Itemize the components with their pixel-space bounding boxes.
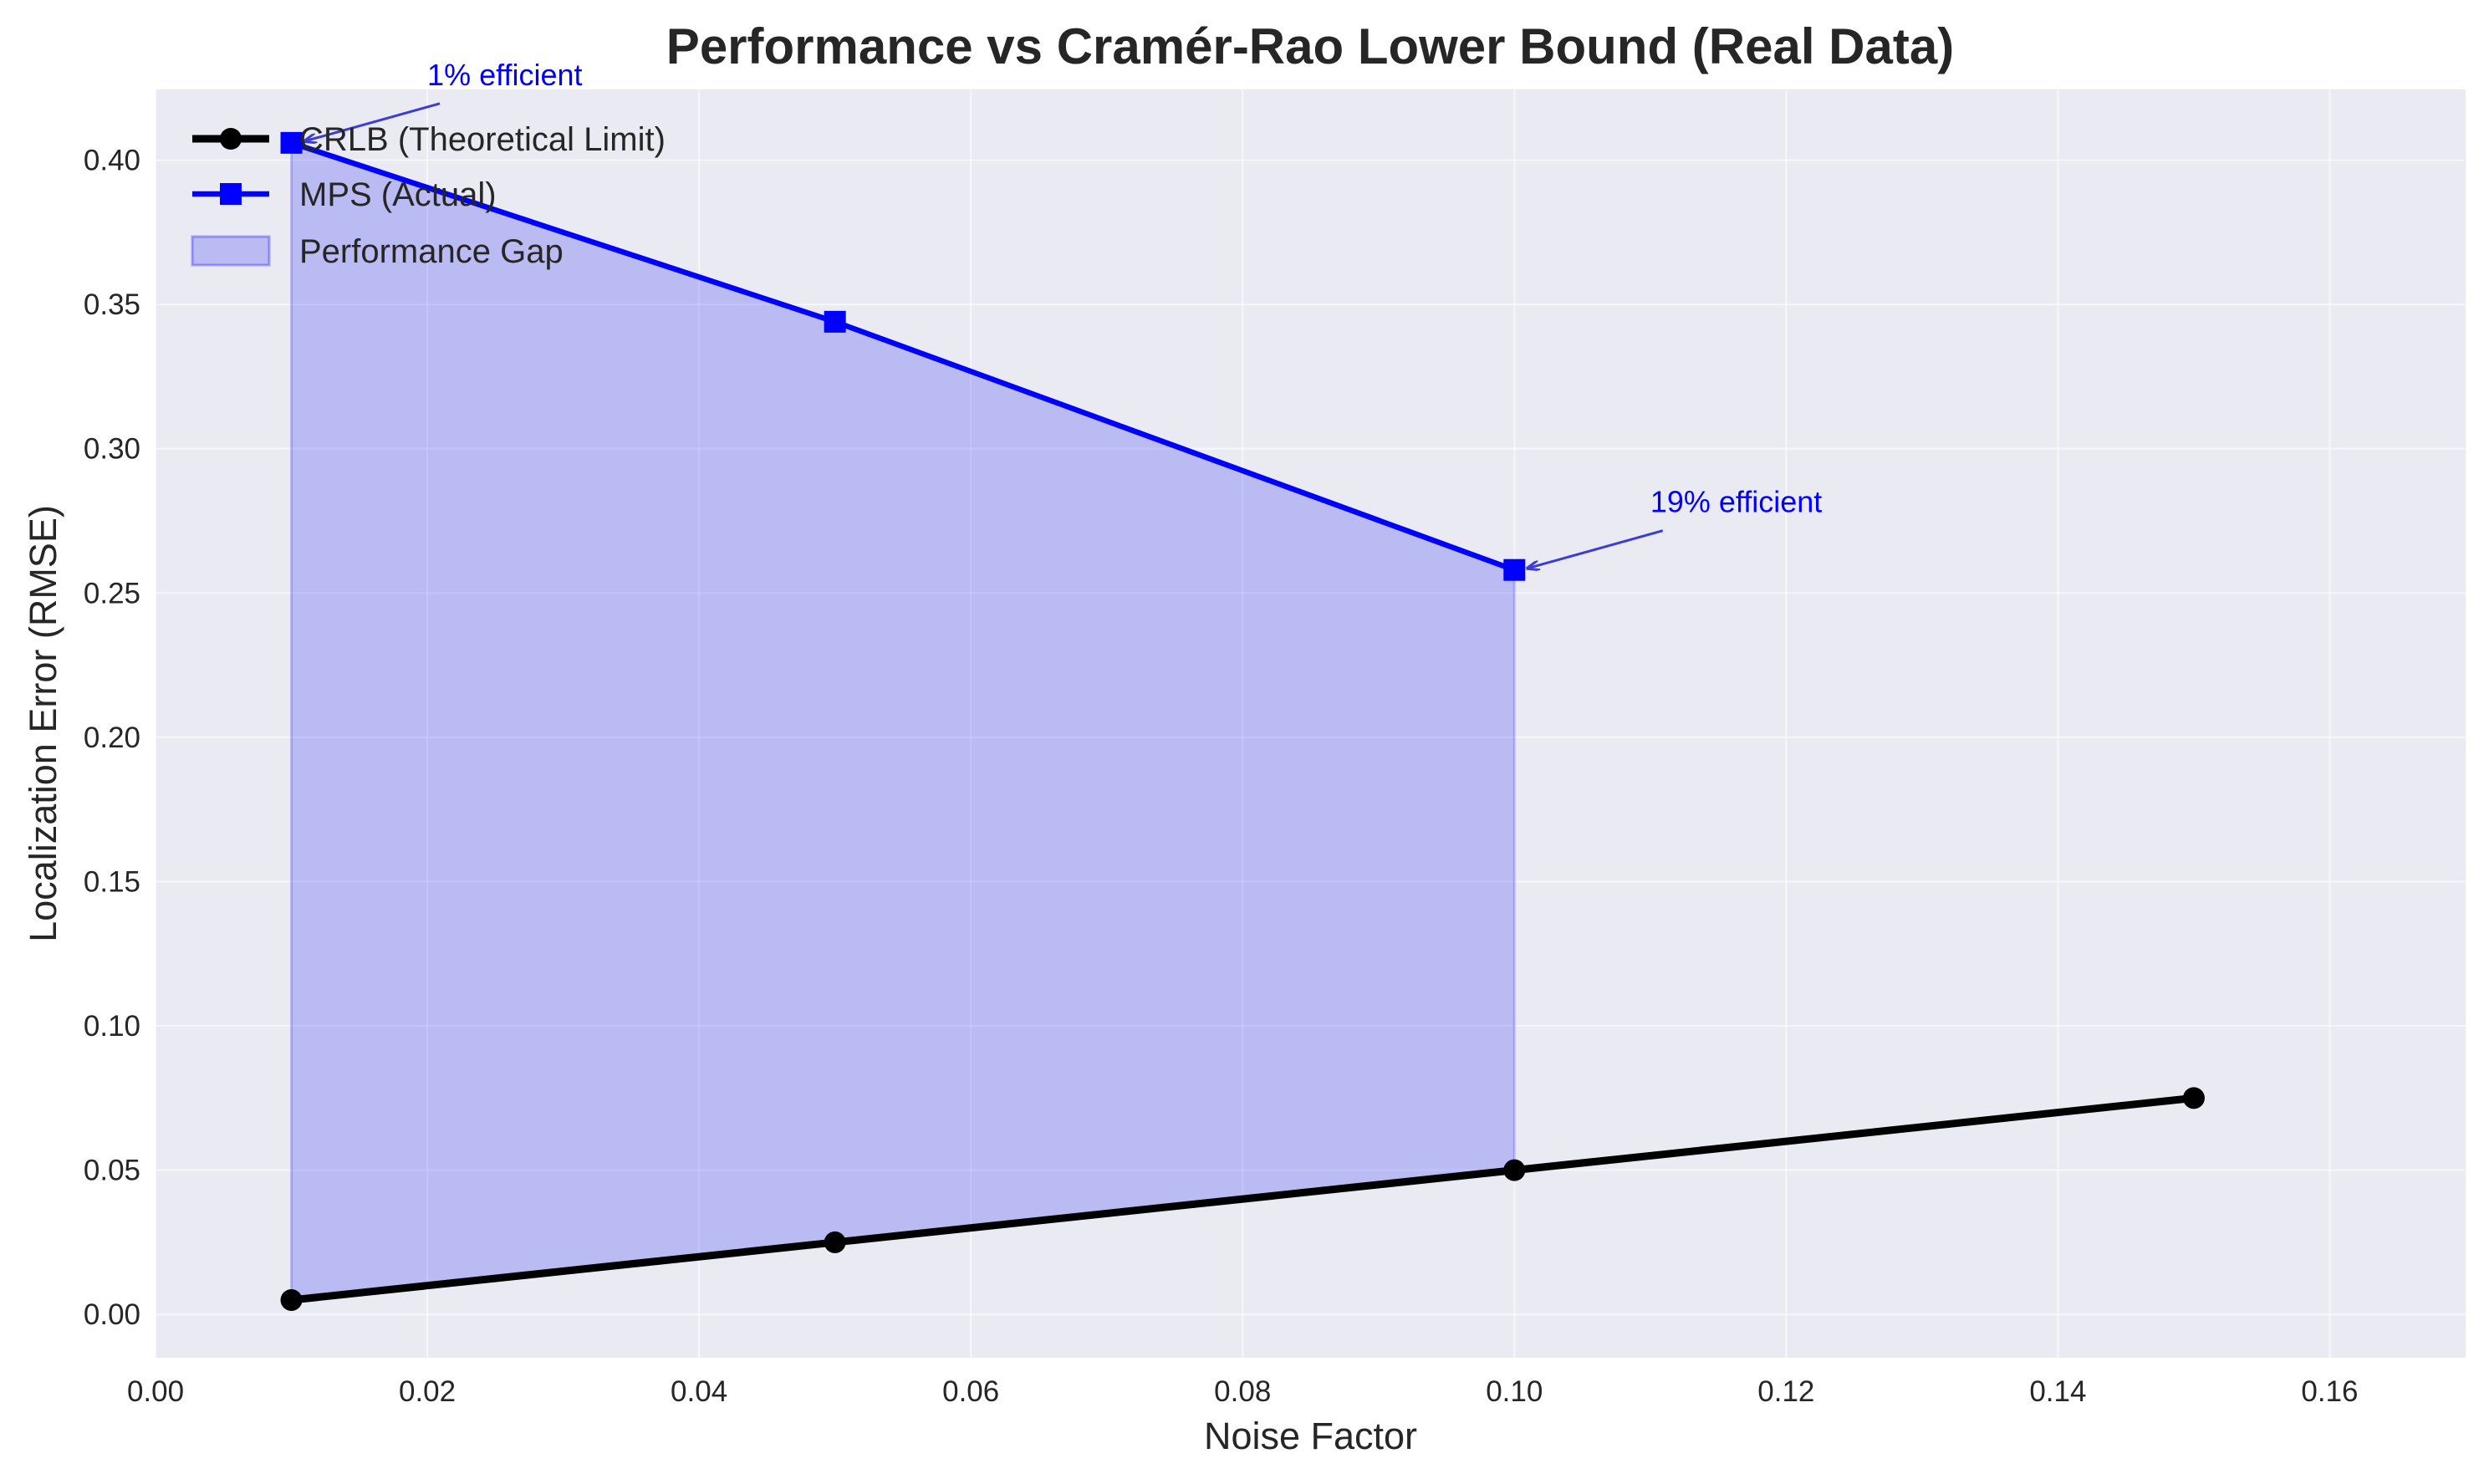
series-1-point-0: [280, 131, 303, 154]
legend: CRLB (Theoretical Limit) MPS (Actual) Perf…: [191, 121, 666, 270]
y-tick-label-8: 0.40: [84, 145, 140, 177]
legend-marker-0: [220, 128, 242, 150]
x-tick-label-3: 0.06: [942, 1375, 999, 1408]
legend-label-gap: Performance Gap: [299, 233, 564, 270]
y-tick-label-3: 0.15: [84, 865, 140, 898]
series-0-point-3: [2182, 1087, 2205, 1109]
legend-marker-1: [220, 183, 242, 205]
y-tick-label-4: 0.20: [84, 722, 140, 754]
chart-title: Performance vs Cramér-Rao Lower Bound (R…: [666, 18, 1954, 74]
series-line-0: [291, 1094, 2195, 1304]
legend-swatch-gap: [191, 235, 271, 267]
series-0-point-0: [280, 1288, 303, 1311]
x-tick-label-6: 0.12: [1757, 1375, 1814, 1408]
annotation-arrow-1: [1528, 529, 1664, 569]
data-series: [280, 131, 2205, 1311]
grid-lines: [155, 89, 2466, 1358]
x-tick-label-7: 0.14: [2029, 1375, 2086, 1408]
plot-area-background: [156, 89, 2466, 1358]
y-tick-label-1: 0.05: [84, 1155, 140, 1187]
annotation-label-1: 19% efficient: [1650, 485, 1822, 519]
y-axis-label: Localization Error (RMSE): [22, 505, 64, 942]
x-tick-label-1: 0.02: [399, 1375, 456, 1408]
series-0-point-1: [824, 1231, 846, 1253]
series-1-point-1: [824, 310, 846, 333]
y-tick-label-0: 0.00: [84, 1298, 140, 1331]
annotation-label-0: 1% efficient: [427, 58, 582, 92]
series-1-point-2: [1503, 558, 1526, 581]
legend-label-0: CRLB (Theoretical Limit): [299, 121, 666, 158]
x-tick-label-5: 0.10: [1486, 1375, 1543, 1408]
tick-labels: 0.00 0.02 0.04 0.06 0.08 0.10 0.12 0.14 0.16 0.00…: [84, 145, 2359, 1408]
legend-label-1: MPS (Actual): [299, 176, 497, 213]
annotations: 1% efficient 19% efficient: [305, 58, 1822, 569]
x-axis-label: Noise Factor: [1204, 1415, 1417, 1457]
annotation-arrow-0: [305, 102, 441, 141]
series-0-point-2: [1503, 1159, 1526, 1181]
series-0: [280, 1087, 2205, 1311]
x-tick-label-8: 0.16: [2301, 1375, 2358, 1408]
x-tick-label-4: 0.08: [1214, 1375, 1271, 1408]
series-1: [280, 131, 1526, 581]
y-tick-label-6: 0.30: [84, 433, 140, 466]
y-tick-label-2: 0.10: [84, 1010, 140, 1043]
y-tick-label-5: 0.25: [84, 577, 140, 609]
x-tick-label-0: 0.00: [127, 1375, 184, 1408]
x-tick-label-2: 0.04: [671, 1375, 727, 1408]
y-tick-label-7: 0.35: [84, 288, 140, 321]
